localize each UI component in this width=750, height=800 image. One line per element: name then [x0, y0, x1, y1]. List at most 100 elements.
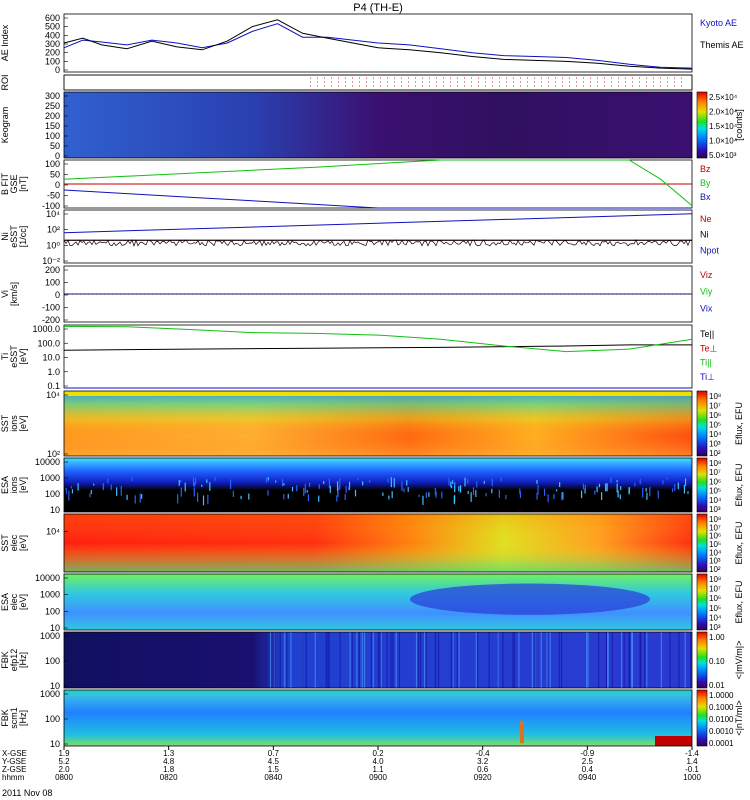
- speckle: [362, 481, 363, 485]
- spectrogram-12: [64, 690, 692, 746]
- speckle: [544, 489, 545, 496]
- x-tick-value: 0940: [578, 773, 596, 782]
- speckle: [499, 490, 500, 498]
- y-tick-label: 100: [45, 656, 60, 666]
- stripe: [286, 632, 287, 688]
- colorbar-tick: 10⁶: [709, 411, 721, 420]
- speckle: [634, 483, 635, 487]
- speckle: [303, 488, 304, 496]
- stripe: [512, 632, 513, 688]
- y-tick-label: 1000: [40, 590, 60, 600]
- legend-entry: By: [700, 178, 711, 188]
- stripe: [541, 632, 542, 688]
- stripe: [326, 632, 327, 688]
- stripe: [451, 632, 452, 688]
- stripe: [621, 632, 622, 688]
- y-tick-label: 200: [45, 111, 60, 121]
- speckle: [206, 479, 207, 483]
- y-tick-label: 150: [45, 121, 60, 131]
- speckle: [181, 487, 182, 496]
- stripe: [518, 632, 519, 688]
- stripe: [356, 632, 357, 688]
- stripe: [418, 632, 419, 688]
- stripe: [587, 632, 588, 688]
- y-axis-label: [Hz]: [18, 710, 28, 726]
- speckle: [233, 491, 234, 497]
- legend-entry: Te⊥: [700, 343, 718, 353]
- y-tick-label: 1000: [40, 631, 60, 641]
- y-tick-label: -50: [47, 191, 60, 201]
- stripe: [392, 632, 393, 688]
- speckle: [458, 486, 459, 491]
- colorbar-tick: 10⁵: [709, 604, 721, 613]
- band: [64, 690, 692, 696]
- speckle: [460, 485, 461, 493]
- speckle: [103, 483, 104, 490]
- stripe: [270, 632, 271, 688]
- speckle: [345, 494, 346, 500]
- speckle: [296, 485, 297, 489]
- y-tick-label: 10²: [47, 225, 60, 235]
- y-tick-label: 300: [45, 91, 60, 101]
- speckle: [629, 487, 630, 493]
- spectrogram-11: [64, 632, 692, 688]
- speckle: [561, 492, 562, 500]
- panel-4: [64, 210, 692, 263]
- stripe: [435, 632, 436, 688]
- speckle: [556, 489, 557, 491]
- speckle: [684, 485, 685, 494]
- speckle: [491, 489, 492, 493]
- stripe: [364, 632, 365, 688]
- speckle: [428, 492, 429, 496]
- speckle: [642, 488, 643, 498]
- speckle: [339, 478, 340, 483]
- speckle: [309, 483, 310, 487]
- speckle: [585, 485, 586, 493]
- legend-entry: Viy: [700, 287, 713, 297]
- y-axis-label: [eV]: [18, 535, 28, 551]
- y-axis-label: [eV]: [18, 477, 28, 493]
- plot-area-4: [64, 210, 692, 263]
- panel-0: [64, 14, 692, 72]
- speckle: [126, 495, 127, 500]
- panel-10: [64, 574, 707, 630]
- y-tick-label: 10000: [35, 457, 60, 467]
- speckle: [475, 490, 476, 497]
- stripe: [646, 632, 647, 688]
- stripe: [399, 632, 400, 688]
- colorbar: [697, 690, 707, 746]
- speckle: [66, 488, 67, 491]
- stripe: [381, 632, 382, 688]
- stripe: [284, 632, 285, 688]
- speckle: [646, 493, 647, 500]
- colorbar-tick: 10⁸: [709, 459, 721, 468]
- speckle: [581, 491, 582, 499]
- speckle: [640, 479, 641, 484]
- y-axis-label: Keogram: [0, 107, 10, 144]
- speckle: [464, 478, 465, 487]
- speckle: [68, 491, 69, 501]
- colorbar-tick: 2.5×10⁴: [709, 93, 738, 102]
- y-tick-label: 250: [45, 101, 60, 111]
- colorbar-tick: 10⁶: [709, 594, 721, 603]
- legend-entry: Themis AE: [700, 40, 744, 50]
- speckle: [179, 480, 180, 486]
- legend-entry: Ne: [700, 214, 712, 224]
- speckle: [355, 490, 356, 496]
- speckle: [369, 480, 370, 482]
- colorbar-tick: 0.0100: [709, 715, 734, 724]
- speckle: [476, 482, 477, 488]
- speckle: [601, 492, 602, 500]
- y-axis-label: [eV]: [18, 348, 28, 364]
- panel-5: [64, 266, 692, 322]
- speckle: [121, 486, 122, 496]
- speckle: [339, 484, 340, 490]
- panel-7: [64, 391, 707, 456]
- colorbar-label: <|nT/ml>: [734, 700, 744, 735]
- stripe: [396, 632, 397, 688]
- y-axis-label: [nT]: [18, 176, 28, 192]
- colorbar-tick: 0.0001: [709, 739, 734, 748]
- speckle: [596, 486, 597, 492]
- panel-stack: Kyoto AEThemis AE6005004003002001000AE I…: [0, 13, 744, 782]
- speckle: [553, 494, 554, 499]
